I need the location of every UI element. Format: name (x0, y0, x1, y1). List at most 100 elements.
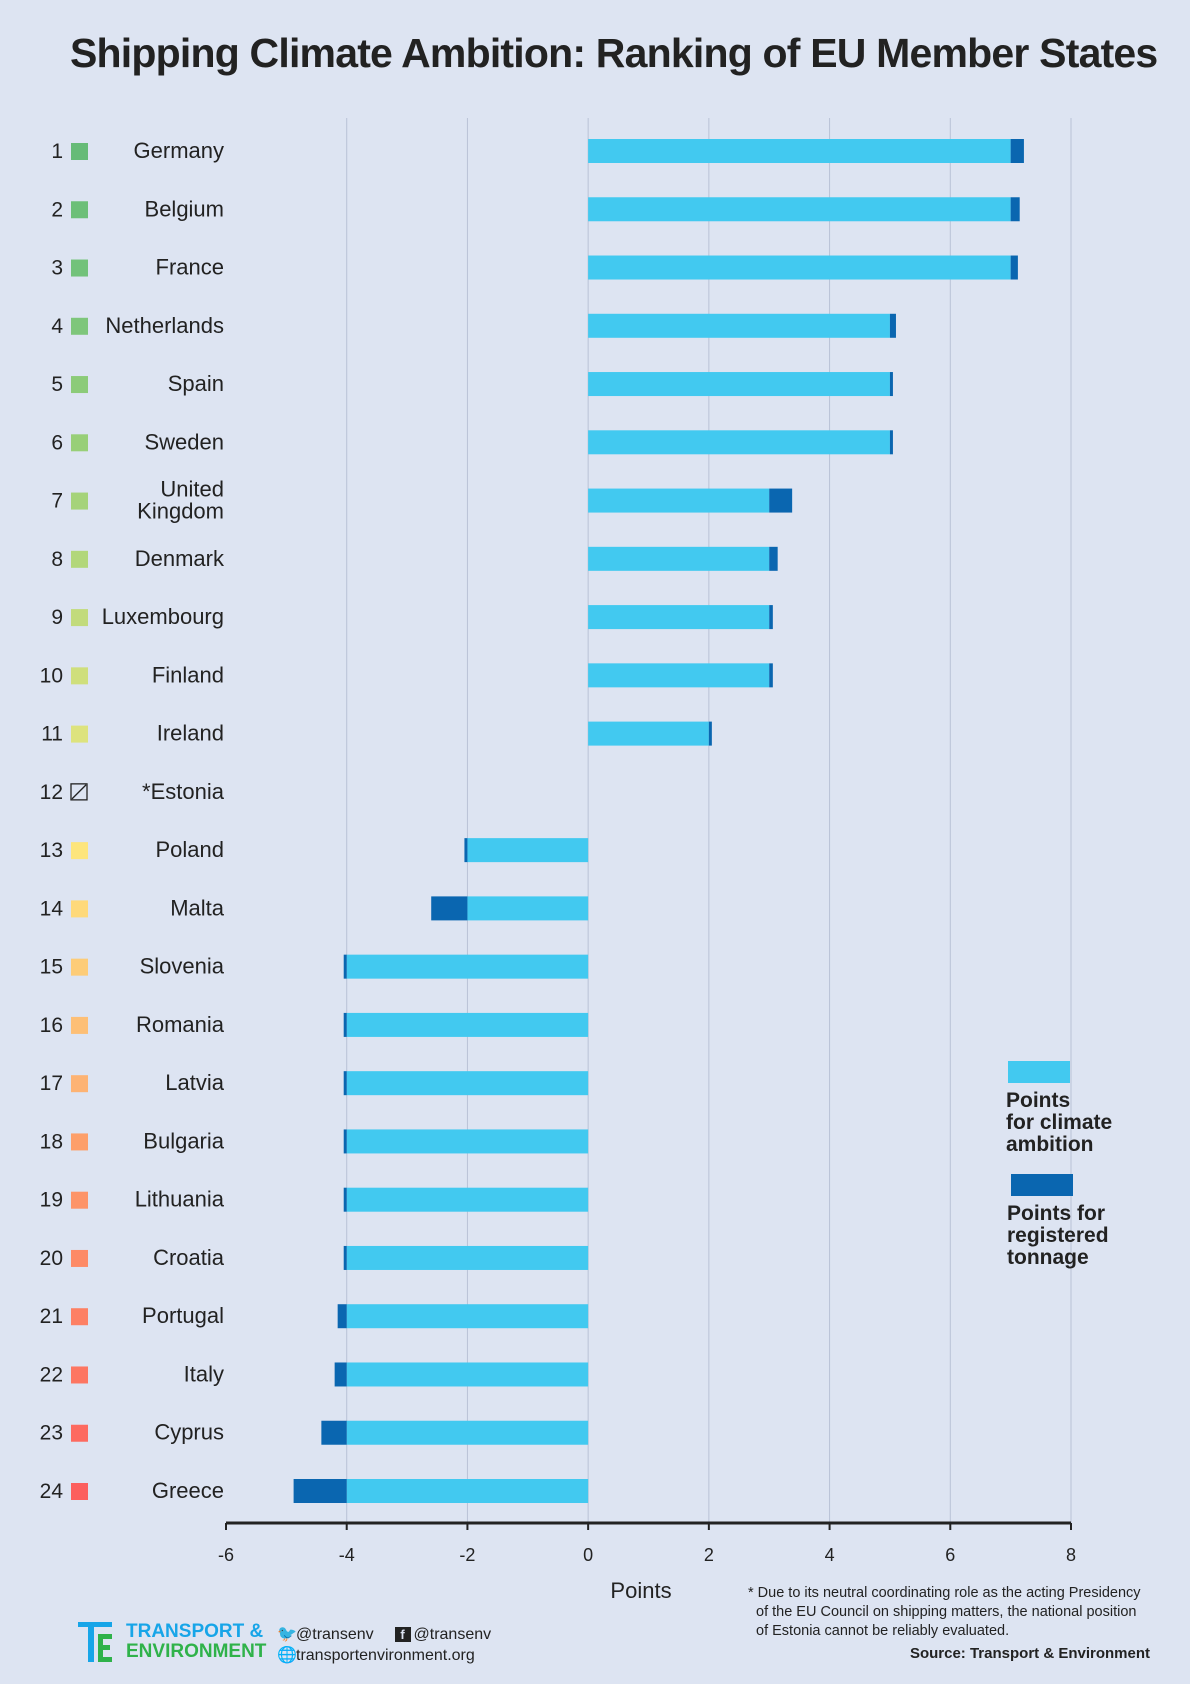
rank-color-swatch (71, 434, 88, 452)
transport-environment-logo-icon (78, 1622, 112, 1662)
climate-ambition-bar (346, 1479, 589, 1503)
climate-ambition-bar (346, 1245, 589, 1270)
x-tick-label: 6 (945, 1545, 955, 1565)
rank-label: 6 (51, 431, 63, 454)
rank-label: 1 (51, 140, 63, 163)
registered-tonnage-bar (334, 1362, 347, 1387)
climate-ambition-bar (346, 1129, 589, 1154)
x-tick-label: 4 (825, 1545, 835, 1565)
climate-ambition-bar (346, 954, 589, 979)
legend-label: for climate (1006, 1111, 1112, 1134)
rank-label: 17 (40, 1072, 63, 1095)
registered-tonnage-bar (1010, 139, 1024, 163)
climate-ambition-bar (467, 838, 589, 863)
rank-color-swatch (71, 1133, 88, 1151)
x-axis: -6 -4 -2 0 2 4 6 8 (218, 1521, 1076, 1565)
climate-ambition-bar (346, 1071, 589, 1096)
brand-name: TRANSPORT & ENVIRONMENT (126, 1622, 266, 1662)
country-label: Denmark (135, 546, 225, 571)
climate-ambition-bar (588, 372, 890, 397)
climate-ambition-bar (588, 313, 890, 338)
legend-swatch (1011, 1174, 1073, 1196)
legend-label: ambition (1006, 1133, 1094, 1156)
rank-label: 23 (40, 1422, 63, 1445)
rank-label: 10 (40, 664, 63, 687)
rank-label: 11 (41, 723, 63, 746)
rank-label: 21 (40, 1305, 63, 1328)
climate-ambition-bar (346, 1362, 589, 1387)
country-label: Croatia (153, 1245, 225, 1270)
registered-tonnage-bar (769, 663, 773, 688)
registered-tonnage-bar (321, 1420, 347, 1445)
registered-tonnage-bar (889, 372, 893, 397)
rank-color-swatch (71, 1249, 88, 1267)
x-tick-label: -6 (218, 1545, 234, 1565)
registered-tonnage-bar (343, 1245, 347, 1270)
country-label: Spain (168, 371, 224, 396)
rank-label: 4 (51, 315, 63, 338)
rank-color-swatch (71, 1424, 88, 1442)
facebook-handle[interactable]: @transenv (413, 1626, 492, 1643)
country-label: Greece (152, 1478, 224, 1503)
rank-label: 9 (51, 606, 63, 629)
twitter-icon: 🐦 (277, 1626, 297, 1643)
ranking-bar-chart: 1 Germany 2 Belgium 3 France 4 Netherlands 5 Spai… (40, 118, 1112, 1603)
rank-color-swatch (71, 1308, 88, 1326)
country-label: Sweden (144, 429, 224, 454)
climate-ambition-bar (588, 255, 1011, 280)
climate-ambition-bar (588, 663, 770, 688)
x-tick-label: 0 (583, 1545, 593, 1565)
climate-ambition-bar (467, 896, 589, 921)
unrated-swatch-slash (71, 784, 87, 800)
rank-label: 24 (40, 1480, 64, 1503)
climate-ambition-bar (588, 430, 890, 455)
rank-color-swatch (71, 376, 88, 394)
registered-tonnage-bar (1010, 255, 1018, 280)
registered-tonnage-bar (769, 488, 793, 513)
legend-swatch (1008, 1061, 1070, 1083)
page-title: Shipping Climate Ambition: Ranking of EU… (70, 30, 1158, 76)
rank-color-swatch (71, 725, 88, 743)
rank-label: 13 (40, 839, 63, 862)
social-links: 🐦@transenv f @transenv 🌐transportenvironm… (277, 1624, 491, 1666)
registered-tonnage-bar (337, 1304, 347, 1329)
rank-label: 22 (40, 1363, 63, 1386)
rank-label: 15 (40, 956, 63, 979)
registered-tonnage-bar (431, 896, 468, 921)
legend-label: Points (1006, 1089, 1070, 1112)
vertical-gridlines (346, 118, 1072, 1523)
country-label: Ireland (157, 721, 224, 746)
rank-label: 14 (40, 897, 64, 920)
website-link[interactable]: transportenvironment.org (296, 1647, 475, 1664)
row-labels: 1 Germany 2 Belgium 3 France 4 Netherlands 5 Spai… (40, 138, 225, 1503)
registered-tonnage-bar (343, 954, 347, 979)
x-tick-label: 2 (704, 1545, 714, 1565)
climate-ambition-bar (588, 139, 1011, 163)
country-label: Italy (184, 1361, 224, 1386)
country-label: France (156, 255, 224, 280)
brand-line-1: TRANSPORT & (126, 1621, 264, 1642)
climate-ambition-bar (588, 546, 770, 571)
x-tick-label: -2 (459, 1545, 475, 1565)
rank-color-swatch (71, 259, 88, 277)
rank-label: 7 (51, 490, 63, 513)
facebook-icon: f (394, 1627, 411, 1642)
footnote-line-3: of Estonia cannot be reliably evaluated. (756, 1623, 1010, 1639)
country-label: Netherlands (105, 313, 224, 338)
registered-tonnage-bar (889, 430, 893, 455)
rank-label: 12 (40, 781, 63, 804)
country-label: Poland (155, 837, 224, 862)
rank-color-swatch (71, 1075, 88, 1093)
brand-line-2: ENVIRONMENT (126, 1641, 267, 1662)
twitter-handle[interactable]: @transenv (296, 1626, 374, 1643)
climate-ambition-bar (588, 488, 770, 513)
country-label: Portugal (142, 1303, 224, 1328)
registered-tonnage-bar (343, 1071, 347, 1096)
registered-tonnage-bar (343, 1012, 347, 1037)
registered-tonnage-bar (343, 1129, 347, 1154)
rank-color-swatch (71, 1191, 88, 1209)
climate-ambition-bar (346, 1420, 589, 1445)
rank-color-swatch (71, 1483, 88, 1500)
country-label: Finland (152, 662, 224, 687)
